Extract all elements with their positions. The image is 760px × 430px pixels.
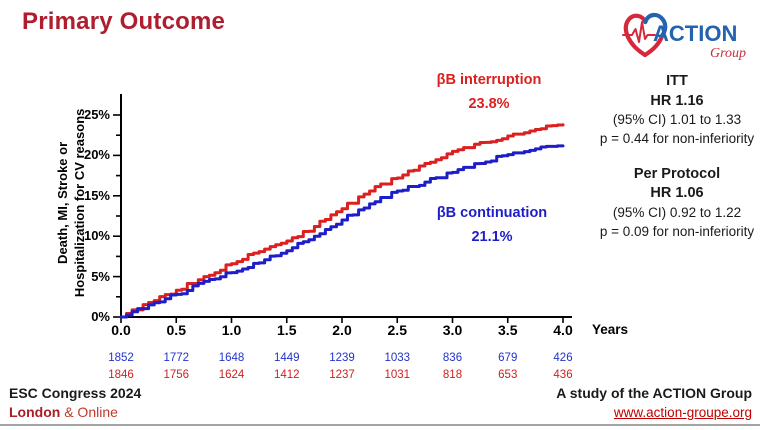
- congress-name: ESC Congress 2024: [9, 385, 142, 401]
- itt-ci: (95% CI) 1.01 to 1.33: [612, 112, 742, 128]
- at-risk-count: 1846: [108, 369, 134, 381]
- y-tick-label: 5%: [91, 268, 110, 284]
- y-tick-label: 0%: [91, 309, 110, 324]
- y-tick-label: 25%: [83, 107, 110, 122]
- stats-panel: ITT HR 1.16 (95% CI) 1.01 to 1.33 p = 0.…: [597, 72, 757, 242]
- at-risk-count: 818: [442, 369, 463, 381]
- at-risk-count: 436: [553, 369, 573, 381]
- x-tick-label: 2.5: [387, 322, 407, 338]
- x-tick-label: 0.5: [166, 322, 186, 338]
- congress-online: & Online: [64, 403, 118, 420]
- series-label-continuation: βB continuation: [436, 205, 548, 221]
- x-tick-label: 3.0: [442, 322, 463, 338]
- at-risk-count: 1033: [384, 352, 411, 364]
- at-risk-count: 653: [498, 369, 518, 381]
- itt-pvalue: p = 0.44 for non-inferiority: [599, 131, 755, 147]
- series-value-continuation: 21.1%: [471, 229, 513, 245]
- at-risk-count: 1648: [218, 352, 245, 364]
- at-risk-count: 1412: [273, 369, 300, 381]
- page-title: Primary Outcome: [22, 8, 226, 35]
- x-tick-label: 3.5: [498, 322, 518, 338]
- congress-location: London & Online: [9, 403, 141, 422]
- itt-header: ITT: [666, 73, 688, 89]
- x-tick-label: 4.0: [553, 322, 573, 338]
- footer-right: A study of the ACTION Group www.action-g…: [556, 384, 752, 422]
- pp-header: Per Protocol: [633, 165, 721, 182]
- stats-spacer: [597, 149, 757, 165]
- pp-pvalue: p = 0.09 for non-inferiority: [599, 223, 755, 239]
- at-risk-count: 1449: [273, 352, 300, 364]
- x-tick-label: 1.5: [277, 322, 297, 338]
- at-risk-count: 1756: [163, 369, 190, 381]
- itt-hr: HR 1.16: [650, 92, 704, 109]
- y-tick-label: 15%: [83, 187, 110, 203]
- y-tick-label: 20%: [83, 147, 110, 163]
- x-tick-label: 0.0: [111, 322, 131, 338]
- y-tick-label: 10%: [83, 228, 110, 244]
- at-risk-count: 426: [553, 352, 573, 364]
- website-link[interactable]: www.action-groupe.org: [613, 404, 752, 420]
- at-risk-count: 679: [498, 352, 518, 364]
- footer-left: ESC Congress 2024 London & Online: [9, 384, 141, 422]
- x-tick-label: 2.0: [332, 322, 352, 338]
- pp-hr: HR 1.06: [650, 185, 704, 202]
- congress-city: London: [9, 403, 61, 420]
- at-risk-count: 1624: [218, 369, 245, 381]
- at-risk-count: 1237: [329, 369, 355, 381]
- study-credit: A study of the ACTION Group: [556, 385, 752, 401]
- at-risk-count: 836: [442, 352, 463, 364]
- bottom-divider: [0, 424, 760, 426]
- at-risk-count: 1772: [163, 352, 190, 364]
- series-value-interruption: 23.8%: [468, 96, 510, 112]
- at-risk-count: 1239: [329, 352, 355, 364]
- pp-ci: (95% CI) 0.92 to 1.22: [612, 205, 742, 221]
- at-risk-count: 1852: [108, 352, 134, 364]
- x-tick-label: 1.0: [221, 322, 242, 338]
- at-risk-count: 1031: [384, 369, 411, 381]
- x-axis-unit-label: Years: [592, 322, 629, 337]
- series-label-interruption: βB interruption: [436, 72, 542, 88]
